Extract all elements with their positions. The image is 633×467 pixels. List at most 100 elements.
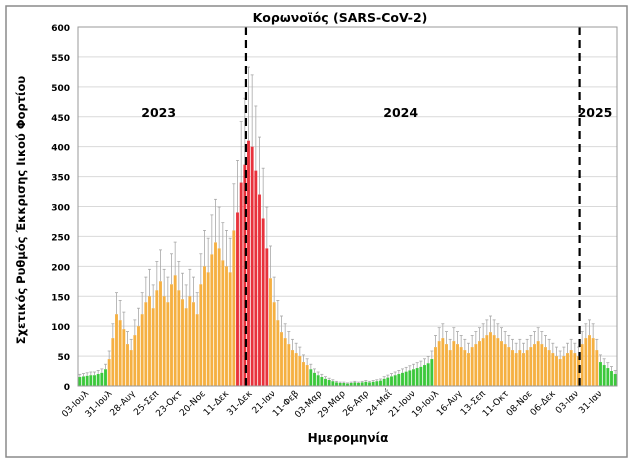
bar xyxy=(364,381,368,386)
bar xyxy=(302,362,305,386)
bar xyxy=(89,375,93,386)
bar xyxy=(338,383,342,386)
bar xyxy=(221,260,225,386)
bar xyxy=(236,212,239,386)
y-tick-label: 600 xyxy=(51,24,70,34)
bar xyxy=(573,353,577,386)
bar xyxy=(316,375,320,386)
bar xyxy=(397,374,401,386)
y-tick-label: 0 xyxy=(64,383,70,393)
bar xyxy=(291,350,294,386)
bar xyxy=(170,284,173,386)
bar xyxy=(478,341,481,386)
bar xyxy=(434,347,437,386)
chart-title: Κορωνοϊός (SARS-CoV-2) xyxy=(253,10,428,25)
bar xyxy=(606,368,610,386)
bar xyxy=(140,314,144,386)
bar xyxy=(375,381,379,386)
y-axis-label: Σχετικός Ρυθμός Έκκρισης Ιικού Φορτίου xyxy=(14,76,28,345)
bar xyxy=(327,380,331,386)
bar xyxy=(452,341,456,386)
bar xyxy=(188,296,192,386)
bar xyxy=(280,332,283,386)
bar xyxy=(96,374,100,386)
bar xyxy=(474,344,478,386)
bar xyxy=(426,363,430,386)
y-tick-label: 450 xyxy=(51,114,70,124)
bar xyxy=(144,302,148,386)
bar xyxy=(162,296,166,386)
y-tick-label: 400 xyxy=(51,144,70,154)
bar xyxy=(368,382,371,386)
bar xyxy=(353,382,357,386)
bar xyxy=(206,272,210,386)
bar xyxy=(591,338,595,386)
bar xyxy=(360,382,364,386)
bar xyxy=(525,350,529,386)
bar xyxy=(298,356,302,386)
bar xyxy=(272,302,276,386)
bar xyxy=(269,278,272,386)
bar xyxy=(232,230,236,386)
bar xyxy=(511,350,514,386)
bar xyxy=(228,272,232,386)
y-tick-label: 550 xyxy=(51,54,70,64)
bar xyxy=(133,335,137,386)
bar xyxy=(456,344,459,386)
bar xyxy=(137,326,140,386)
y-tick-label: 250 xyxy=(51,233,70,243)
y-tick-label: 150 xyxy=(51,293,70,303)
bar xyxy=(489,332,492,386)
bar xyxy=(265,248,269,386)
bar xyxy=(419,366,423,386)
bar xyxy=(276,320,280,386)
bar xyxy=(93,375,96,386)
bar xyxy=(507,347,511,386)
bar xyxy=(294,353,298,386)
year-label: 2025 xyxy=(578,105,613,120)
bar xyxy=(166,302,170,386)
bar xyxy=(349,383,353,386)
bar xyxy=(258,194,261,386)
bar xyxy=(78,377,82,386)
bar xyxy=(404,371,408,386)
bar xyxy=(390,376,393,386)
bar xyxy=(379,380,382,386)
bar xyxy=(261,218,265,386)
bar xyxy=(430,359,434,386)
bar xyxy=(602,365,606,386)
bar xyxy=(496,338,500,386)
bar xyxy=(118,320,122,386)
bar xyxy=(481,338,485,386)
bar xyxy=(485,335,489,386)
bar xyxy=(82,376,85,386)
bar xyxy=(129,350,133,386)
y-tick-label: 350 xyxy=(51,174,70,184)
bar xyxy=(181,299,184,386)
bar xyxy=(239,182,243,386)
bar xyxy=(85,375,89,386)
year-label: 2023 xyxy=(141,105,176,120)
bar xyxy=(463,350,467,386)
bar xyxy=(540,344,544,386)
bar xyxy=(371,381,375,386)
y-tick-label: 200 xyxy=(51,263,70,273)
bar xyxy=(331,381,335,386)
year-label: 2024 xyxy=(383,105,418,120)
bar xyxy=(445,344,448,386)
bar xyxy=(588,335,591,386)
bar xyxy=(470,347,474,386)
bar xyxy=(522,353,525,386)
bar xyxy=(177,290,181,386)
y-tick-label: 300 xyxy=(51,204,70,214)
bar xyxy=(441,338,445,386)
bar xyxy=(492,335,496,386)
bar xyxy=(155,290,159,386)
bar xyxy=(401,372,404,386)
bar xyxy=(309,369,313,386)
bar xyxy=(467,353,470,386)
bar xyxy=(250,146,254,386)
bar xyxy=(159,281,162,386)
plot-area xyxy=(77,26,618,387)
